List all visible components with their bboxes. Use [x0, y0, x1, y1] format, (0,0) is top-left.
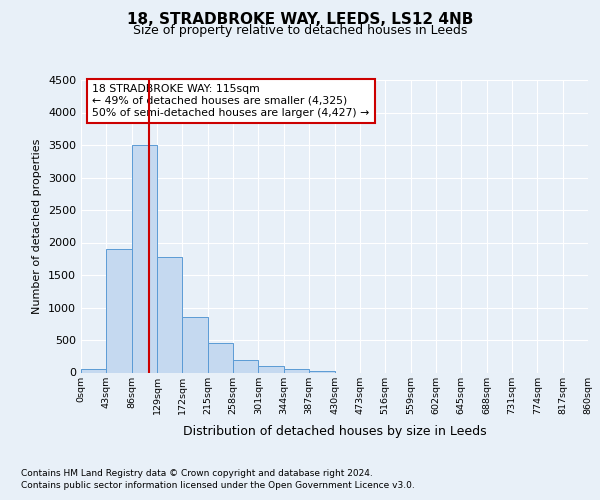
Bar: [309, 370, 335, 372]
Text: Contains HM Land Registry data © Crown copyright and database right 2024.: Contains HM Land Registry data © Crown c…: [21, 469, 373, 478]
Text: 18, STRADBROKE WAY, LEEDS, LS12 4NB: 18, STRADBROKE WAY, LEEDS, LS12 4NB: [127, 12, 473, 28]
Bar: [233, 360, 259, 372]
Text: 18 STRADBROKE WAY: 115sqm
← 49% of detached houses are smaller (4,325)
50% of se: 18 STRADBROKE WAY: 115sqm ← 49% of detac…: [92, 84, 370, 117]
Bar: [81, 369, 106, 372]
Bar: [259, 366, 284, 372]
Text: Size of property relative to detached houses in Leeds: Size of property relative to detached ho…: [133, 24, 467, 37]
Bar: [182, 316, 208, 372]
Bar: [284, 369, 309, 372]
Bar: [132, 145, 157, 372]
Bar: [106, 249, 132, 372]
Bar: [157, 257, 182, 372]
Text: Contains public sector information licensed under the Open Government Licence v3: Contains public sector information licen…: [21, 481, 415, 490]
Bar: [208, 343, 233, 372]
X-axis label: Distribution of detached houses by size in Leeds: Distribution of detached houses by size …: [182, 425, 487, 438]
Y-axis label: Number of detached properties: Number of detached properties: [32, 138, 43, 314]
